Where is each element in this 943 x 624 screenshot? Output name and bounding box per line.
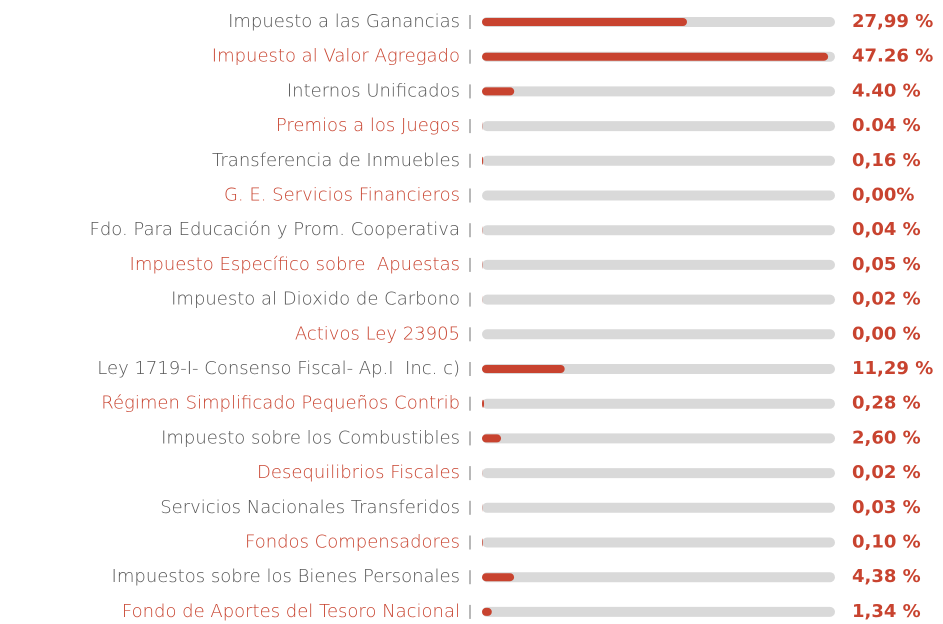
category-label: Impuesto al Valor Agregado [212,46,460,67]
bar-track [482,468,835,479]
bar-track [482,121,835,132]
category-label: Fdo. Para Educación y Prom. Cooperativa [90,219,461,240]
value-label: 4.40 % [852,80,921,101]
category-label: Impuesto sobre los Combustibles [161,427,460,448]
category-label: Servicios Nacionales Transferidos [160,497,460,518]
bar-track [482,364,835,374]
bar [482,607,492,616]
value-label: 0,05 % [852,254,921,275]
value-label: 0,00% [852,185,914,206]
value-label: 4,38 % [852,566,921,587]
bar [482,156,484,165]
bar-track [482,329,835,340]
value-label: 47.26 % [852,46,933,67]
value-label: 0,02 % [852,289,921,310]
bar [482,52,829,61]
bar-track [482,155,835,166]
bar [482,18,687,26]
value-label: 0,03 % [852,497,921,518]
bar-track [482,502,835,513]
bar-track [482,190,835,201]
bar-track [482,86,835,97]
category-label: Premios a los Juegos [276,115,460,136]
bar-track [482,398,835,409]
bar-track [482,225,835,236]
category-label: Impuesto a las Ganancias [228,11,460,32]
bar-track [482,572,835,583]
bar-track [482,537,835,548]
bar [482,87,515,96]
category-label: G. E. Servicios Financieros [224,185,460,206]
value-label: 0,00 % [852,323,921,344]
bar [482,365,565,373]
category-label: Activos Ley 23905 [295,323,460,344]
value-label: 0.04 % [852,115,921,136]
bar [482,434,502,443]
category-label: Régimen Simplificado Pequeños Contrib [101,393,460,414]
category-label: Desequilibrios Fiscales [257,462,460,483]
category-label: Impuesto Específico sobre Apuestas [130,254,460,275]
bar-track [482,259,835,270]
bar-track [482,294,835,305]
category-label: Internos Unificados [287,80,460,101]
bar-track [482,433,835,444]
value-label: 1,34 % [852,601,921,622]
value-label: 0,04 % [852,219,921,240]
bar [482,573,515,582]
category-label: Fondo de Aportes del Tesoro Nacional [122,601,460,622]
value-label: 11,29 % [852,358,933,379]
category-label: Impuesto al Dioxido de Carbono [171,289,460,310]
value-label: 2,60 % [852,427,921,448]
value-label: 27,99 % [852,11,933,32]
value-label: 0,02 % [852,462,921,483]
bar [482,399,485,408]
category-label: Fondos Compensadores [245,532,460,553]
bar [482,538,483,547]
category-label: Transferencia de Inmuebles [212,150,460,171]
value-label: 0,28 % [852,393,921,414]
value-label: 0,10 % [852,532,921,553]
category-label: Ley 1719-I- Consenso Fiscal- Ap.I Inc. c… [97,358,460,379]
bar-track [482,606,835,617]
category-label: Impuestos sobre los Bienes Personales [112,566,460,587]
value-label: 0,16 % [852,150,921,171]
